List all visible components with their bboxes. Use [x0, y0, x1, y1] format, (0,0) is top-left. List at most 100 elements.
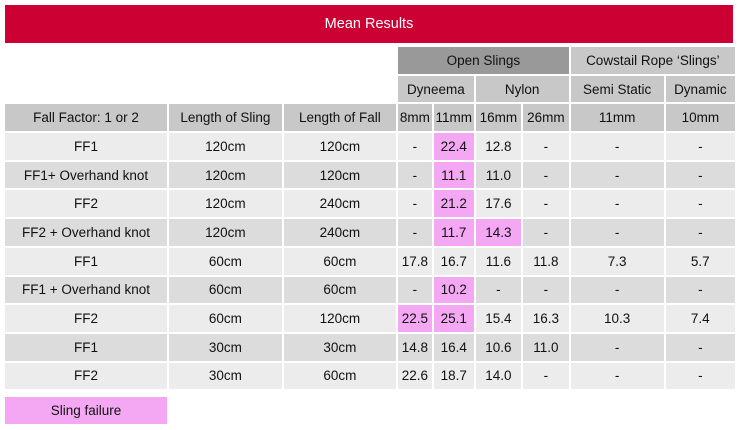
- header-cowstail: Cowstail Rope ‘Slings’: [570, 47, 735, 74]
- table-row: FF1 60cm 60cm 17.8 16.7 11.6 11.8 7.3 5.7: [5, 247, 735, 275]
- table-row: FF2 60cm 120cm 22.5 25.1 15.4 16.3 10.3 7.4: [5, 305, 735, 332]
- value-cell: 11.1: [433, 161, 474, 189]
- value-cell: 22.6: [398, 362, 432, 390]
- value-cell: 14.0: [475, 362, 522, 390]
- value-cell: 16.4: [433, 333, 474, 361]
- row-length-of-sling: 30cm: [169, 333, 282, 361]
- value-cell: 22.5: [398, 305, 432, 332]
- header-spacer: [5, 47, 396, 74]
- value-cell: -: [665, 161, 735, 189]
- value-cell: -: [398, 219, 432, 246]
- value-cell: 10.6: [475, 333, 522, 361]
- value-cell: 18.7: [433, 362, 474, 390]
- value-cell: -: [570, 219, 664, 246]
- value-cell: -: [398, 190, 432, 218]
- col-size: 11mm: [433, 104, 474, 132]
- value-cell: -: [398, 133, 432, 160]
- value-cell: 16.3: [523, 305, 569, 332]
- value-cell: -: [570, 133, 664, 160]
- value-cell: 11.6: [475, 247, 522, 275]
- value-cell: 14.8: [398, 333, 432, 361]
- col-size: 16mm: [475, 104, 522, 132]
- row-length-of-sling: 60cm: [169, 276, 282, 304]
- header-dynamic: Dynamic: [665, 75, 735, 103]
- value-cell: -: [665, 276, 735, 304]
- value-cell: -: [665, 219, 735, 246]
- value-cell: 11.8: [523, 247, 569, 275]
- row-fall-factor: FF1+ Overhand knot: [5, 161, 168, 189]
- value-cell: -: [570, 276, 664, 304]
- row-length-of-sling: 60cm: [169, 247, 282, 275]
- col-length-of-fall: Length of Fall: [283, 104, 397, 132]
- header-nylon: Nylon: [475, 75, 569, 103]
- header-open-slings: Open Slings: [398, 47, 569, 74]
- row-length-of-fall: 240cm: [283, 219, 397, 246]
- row-length-of-sling: 120cm: [169, 133, 282, 160]
- value-cell: -: [570, 333, 664, 361]
- value-cell: -: [665, 190, 735, 218]
- value-cell: 7.3: [570, 247, 664, 275]
- row-length-of-fall: 120cm: [283, 305, 397, 332]
- value-cell: 22.4: [433, 133, 474, 160]
- row-fall-factor: FF2 + Overhand knot: [5, 219, 168, 246]
- row-length-of-fall: 120cm: [283, 161, 397, 189]
- table-row: FF1 120cm 120cm -22.4 12.8- - -: [5, 133, 735, 160]
- col-size: 26mm: [523, 104, 569, 132]
- row-length-of-fall: 120cm: [283, 133, 397, 160]
- value-cell: -: [665, 333, 735, 361]
- header-dyneema: Dyneema: [398, 75, 474, 103]
- header-spacer: [5, 76, 396, 103]
- value-cell: 10.2: [433, 276, 474, 304]
- value-cell: -: [398, 161, 432, 189]
- row-fall-factor: FF2: [5, 362, 168, 390]
- row-fall-factor: FF2: [5, 190, 168, 218]
- table-row: FF1 + Overhand knot 60cm 60cm -10.2- - - -: [5, 276, 735, 304]
- value-cell: 12.8: [475, 133, 522, 160]
- value-cell: 21.2: [433, 190, 474, 218]
- value-cell: -: [398, 276, 432, 304]
- row-length-of-sling: 60cm: [169, 305, 282, 332]
- table-title: Mean Results: [5, 5, 733, 43]
- value-cell: -: [570, 161, 664, 189]
- row-length-of-sling: 120cm: [169, 161, 282, 189]
- value-cell: 7.4: [665, 305, 735, 332]
- value-cell: 11.0: [523, 333, 569, 361]
- value-cell: 10.3: [570, 305, 664, 332]
- value-cell: 11.0: [475, 161, 522, 189]
- row-fall-factor: FF2: [5, 305, 168, 332]
- value-cell: 17.8: [398, 247, 432, 275]
- row-fall-factor: FF1: [5, 133, 168, 160]
- value-cell: -: [523, 161, 569, 189]
- value-cell: 25.1: [433, 305, 474, 332]
- header-semi-static: Semi Static: [570, 75, 664, 103]
- value-cell: 17.6: [475, 190, 522, 218]
- value-cell: 15.4: [475, 305, 522, 332]
- col-size: 8mm: [398, 104, 432, 132]
- value-cell: -: [665, 362, 735, 390]
- value-cell: -: [475, 276, 522, 304]
- col-size: 10mm: [665, 104, 735, 132]
- row-length-of-fall: 60cm: [283, 362, 397, 390]
- col-size: 11mm: [570, 104, 664, 132]
- row-length-of-fall: 30cm: [283, 333, 397, 361]
- row-length-of-sling: 120cm: [169, 190, 282, 218]
- value-cell: 5.7: [665, 247, 735, 275]
- value-cell: 11.7: [433, 219, 474, 246]
- results-table: Open Slings Cowstail Rope ‘Slings’ Dynee…: [3, 45, 737, 391]
- value-cell: 14.3: [475, 219, 522, 246]
- row-fall-factor: FF1: [5, 247, 168, 275]
- value-cell: 16.7: [433, 247, 474, 275]
- col-length-of-sling: Length of Sling: [169, 104, 282, 132]
- table-row: FF2 + Overhand knot 120cm 240cm -11.7 14.3- -…: [5, 219, 735, 246]
- row-length-of-fall: 240cm: [283, 190, 397, 218]
- row-fall-factor: FF1: [5, 333, 168, 361]
- value-cell: -: [523, 362, 569, 390]
- value-cell: -: [523, 133, 569, 160]
- legend-sling-failure: Sling failure: [5, 397, 167, 424]
- row-length-of-fall: 60cm: [283, 276, 397, 304]
- row-fall-factor: FF1 + Overhand knot: [5, 276, 168, 304]
- value-cell: -: [570, 190, 664, 218]
- row-length-of-sling: 30cm: [169, 362, 282, 390]
- row-length-of-sling: 120cm: [169, 219, 282, 246]
